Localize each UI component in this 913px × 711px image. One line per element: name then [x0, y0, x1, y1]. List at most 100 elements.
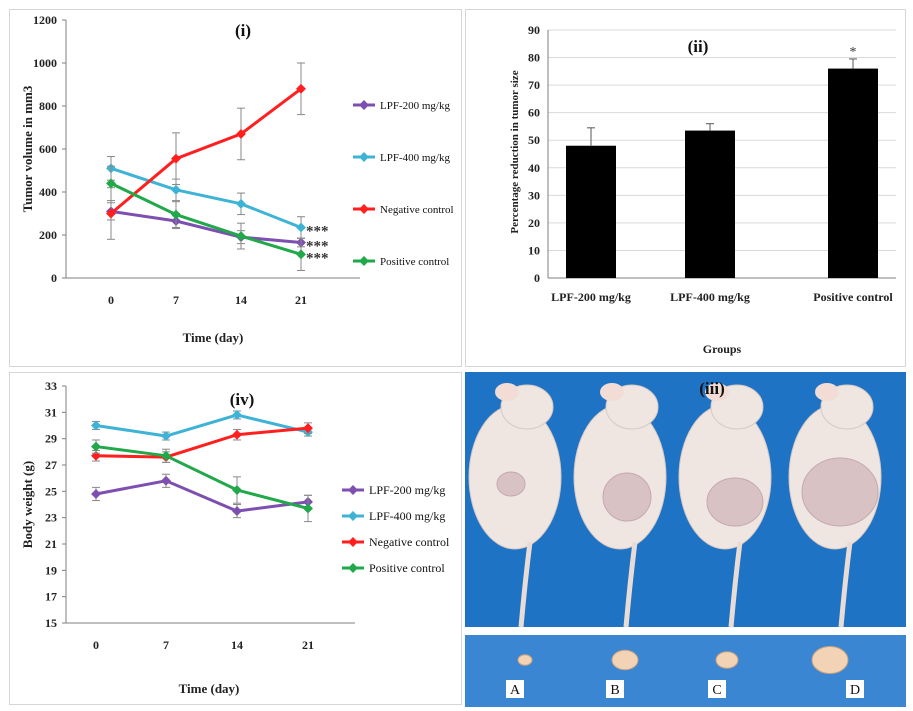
x-tick-label: 21 — [295, 293, 307, 307]
mouse-4 — [788, 383, 882, 628]
tumor — [801, 457, 879, 527]
tumor-label-box — [708, 680, 726, 698]
tumor-label-box — [506, 680, 524, 698]
legend-swatch-marker — [348, 537, 358, 547]
series-line — [95, 445, 309, 510]
y-tick-label: 29 — [45, 432, 57, 446]
data-point — [161, 450, 171, 461]
x-tick-label: 7 — [173, 293, 179, 307]
x-axis-title: Groups — [703, 342, 742, 356]
legend-label: LPF-200 mg/kg — [380, 100, 450, 112]
legend-label: Positive control — [369, 561, 445, 575]
panel-label: (i) — [235, 21, 251, 40]
excised-tumor — [811, 646, 849, 674]
data-point — [232, 485, 242, 495]
data-point — [236, 198, 246, 209]
x-tick-label: 7 — [163, 638, 169, 652]
y-axis-title: Tumor volume in mm3 — [20, 85, 35, 212]
data-point — [232, 506, 242, 517]
series-lpf-400-mg-kg: LPF-400 mg/kg — [106, 152, 450, 239]
mouse-ear — [705, 383, 729, 401]
y-tick-label: 31 — [45, 405, 57, 419]
excised-tumor — [611, 649, 639, 671]
mouse-ear — [495, 383, 519, 401]
legend-swatch-marker — [348, 485, 358, 495]
series-line — [110, 166, 302, 229]
series-line — [110, 182, 302, 256]
photo-panel-iii: A B C D (iii) — [465, 372, 906, 707]
panel-label: (iii) — [699, 379, 725, 398]
series-line — [95, 426, 309, 459]
data-point — [171, 184, 181, 195]
y-tick-label: 0 — [51, 271, 57, 285]
tumor — [706, 477, 764, 527]
chart-panel-i: 0 200 400 600 800 1000 1200 0 7 14 21 Time (day) Tum… — [9, 9, 462, 367]
significance-stars: *** — [306, 250, 329, 266]
mouse-2 — [573, 383, 667, 628]
legend-swatch-marker — [359, 204, 369, 214]
x-axis-title: Time (day) — [179, 681, 240, 696]
legend-label: Negative control — [369, 535, 450, 549]
data-point — [106, 208, 116, 219]
significance-stars: *** — [306, 239, 329, 255]
x-tick-label: 14 — [235, 293, 247, 307]
mouse-tail — [728, 541, 743, 628]
x-tick-label: Positive control — [813, 290, 893, 304]
chart-panel-iv: 15 17 19 21 23 25 27 29 31 33 0 7 14 21 Time (day) Body… — [9, 372, 462, 705]
legend-swatch-marker — [348, 511, 358, 521]
y-tick-label: 200 — [39, 228, 57, 242]
mouse-ear — [815, 383, 839, 401]
tumor — [602, 472, 652, 522]
tumor-volume-chart: 0 200 400 600 800 1000 1200 0 7 14 21 Time (day) Tum… — [20, 13, 454, 345]
y-tick-label: 60 — [528, 106, 540, 120]
data-point — [106, 178, 116, 189]
tumor-label: A — [510, 683, 521, 698]
x-tick-label: 0 — [108, 293, 114, 307]
y-tick-label: 25 — [45, 484, 57, 498]
legend-swatch-marker — [359, 100, 369, 110]
data-point — [161, 475, 171, 486]
data-point — [232, 410, 242, 420]
y-tick-label: 40 — [528, 161, 540, 175]
data-point — [161, 431, 171, 441]
y-tick-label: 90 — [528, 23, 540, 37]
x-tick-label: 21 — [302, 638, 314, 652]
series-line — [110, 209, 302, 245]
x-tick-label: 14 — [231, 638, 243, 652]
y-tick-label: 800 — [39, 99, 57, 113]
y-tick-label: 15 — [45, 616, 57, 630]
data-point — [236, 129, 246, 139]
y-tick-label: 10 — [528, 243, 540, 257]
series-line — [110, 87, 302, 215]
tumor-label: B — [610, 683, 619, 698]
photo-divider — [465, 627, 906, 635]
data-point — [91, 441, 101, 452]
mice-tumor-photo: A B C D (iii) — [465, 372, 906, 707]
chart-panel-ii: 0 10 20 30 40 50 60 70 80 90 LPF-200 mg/kg LPF-400 … — [465, 9, 906, 367]
y-tick-label: 23 — [45, 511, 57, 525]
mouse-tail — [623, 541, 638, 628]
y-tick-label: 21 — [45, 537, 57, 551]
tumor-label-box — [846, 680, 864, 698]
y-tick-label: 70 — [528, 78, 540, 92]
series-line — [95, 413, 309, 438]
series-negative-control: Negative control — [106, 62, 454, 240]
series-positive-control: Positive control — [106, 165, 449, 271]
y-tick-label: 400 — [39, 185, 57, 199]
y-tick-label: 0 — [534, 271, 540, 285]
x-axis-title: Time (day) — [183, 330, 244, 345]
data-point — [232, 429, 242, 440]
y-tick-label: 20 — [528, 216, 540, 230]
legend-label: LPF-400 mg/kg — [369, 509, 445, 523]
y-tick-label: 30 — [528, 188, 540, 202]
data-point — [91, 489, 101, 499]
legend-label: LPF-400 mg/kg — [380, 152, 450, 164]
legend-label: Negative control — [380, 204, 454, 216]
y-tick-label: 80 — [528, 51, 540, 65]
legend-swatch-marker — [348, 563, 358, 573]
bar-positive-control — [828, 68, 878, 278]
excised-tumor — [715, 651, 739, 669]
data-point — [296, 222, 306, 233]
legend-swatch-marker — [359, 152, 369, 162]
body-weight-chart: 15 17 19 21 23 25 27 29 31 33 0 7 14 21 Time (day) Body… — [20, 379, 450, 696]
